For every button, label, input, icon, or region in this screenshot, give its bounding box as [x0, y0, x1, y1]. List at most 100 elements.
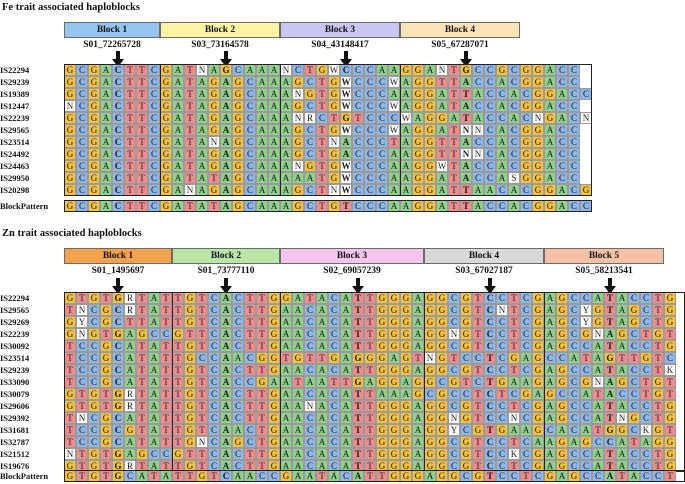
base-cell: G	[652, 328, 664, 340]
base-cell: A	[100, 136, 112, 148]
base-cell: G	[664, 304, 676, 316]
base-cell: A	[280, 124, 292, 136]
base-cell: C	[112, 364, 124, 376]
base-cell: A	[316, 304, 328, 316]
base-cell: A	[268, 76, 280, 88]
base-cell: G	[400, 470, 412, 482]
base-cell: A	[220, 340, 232, 352]
base-cell: G	[400, 316, 412, 328]
base-cell: C	[76, 424, 88, 436]
base-cell: C	[112, 172, 124, 184]
base-cell: A	[172, 76, 184, 88]
base-cell: A	[412, 292, 424, 304]
base-cell: G	[232, 136, 244, 148]
base-cell: T	[196, 340, 208, 352]
base-cell: A	[460, 172, 472, 184]
base-cell: G	[532, 340, 544, 352]
base-cell: A	[400, 388, 412, 400]
base-cell: C	[556, 124, 568, 136]
base-cell: T	[184, 64, 196, 76]
down-arrow-icon	[111, 278, 125, 294]
base-cell: G	[100, 376, 112, 388]
base-cell: T	[364, 328, 376, 340]
base-cell: C	[304, 436, 316, 448]
base-cell: C	[304, 340, 316, 352]
base-cell: G	[424, 448, 436, 460]
base-cell: C	[352, 76, 364, 88]
base-cell: G	[436, 364, 448, 376]
base-cell: A	[220, 400, 232, 412]
base-cell: C	[640, 460, 652, 472]
base-cell: T	[244, 328, 256, 340]
base-cell: C	[520, 200, 532, 212]
base-cell: C	[244, 136, 256, 148]
base-cell: C	[568, 376, 580, 388]
base-cell: G	[88, 470, 100, 482]
base-cell: A	[472, 200, 484, 212]
base-cell: C	[556, 172, 568, 184]
base-cell: T	[304, 352, 316, 364]
base-cell: T	[472, 448, 484, 460]
base-cell: G	[232, 172, 244, 184]
base-cell: A	[292, 172, 304, 184]
base-cell: G	[232, 76, 244, 88]
base-cell: T	[160, 364, 172, 376]
base-cell: A	[448, 112, 460, 124]
base-cell: C	[580, 88, 592, 100]
base-cell: T	[76, 292, 88, 304]
base-cell: G	[532, 184, 544, 196]
base-cell: C	[568, 400, 580, 412]
base-cell: C	[244, 100, 256, 112]
base-cell: A	[148, 436, 160, 448]
base-cell: C	[628, 292, 640, 304]
base-cell: C	[112, 136, 124, 148]
base-cell: G	[556, 340, 568, 352]
base-cell: A	[316, 460, 328, 472]
base-cell: G	[400, 400, 412, 412]
base-cell: C	[568, 412, 580, 424]
base-cell: A	[148, 388, 160, 400]
base-cell: T	[340, 376, 352, 388]
base-cell: G	[328, 200, 340, 212]
base-cell: N	[76, 304, 88, 316]
base-cell: C	[472, 76, 484, 88]
base-cell: G	[232, 436, 244, 448]
base-cell: C	[568, 148, 580, 160]
base-cell: C	[556, 100, 568, 112]
base-cell: C	[88, 352, 100, 364]
base-cell: A	[232, 470, 244, 482]
base-cell: C	[520, 184, 532, 196]
base-cell: T	[652, 364, 664, 376]
base-cell: C	[520, 400, 532, 412]
base-cell: G	[184, 424, 196, 436]
base-cell: T	[364, 412, 376, 424]
base-cell: C	[568, 184, 580, 196]
base-cell: T	[604, 400, 616, 412]
base-cell: T	[460, 88, 472, 100]
base-cell: G	[64, 200, 76, 212]
base-cell: C	[328, 424, 340, 436]
base-cell: N	[424, 352, 436, 364]
base-cell: G	[424, 112, 436, 124]
base-cell: C	[556, 352, 568, 364]
base-cell: T	[76, 388, 88, 400]
base-cell: T	[328, 376, 340, 388]
base-cell: G	[532, 316, 544, 328]
base-cell: T	[256, 316, 268, 328]
base-cell: C	[208, 340, 220, 352]
base-cell: T	[664, 328, 676, 340]
base-cell: W	[388, 124, 400, 136]
base-cell: C	[244, 124, 256, 136]
base-cell: G	[268, 292, 280, 304]
base-cell: C	[484, 64, 496, 76]
base-cell: G	[376, 376, 388, 388]
base-cell: C	[364, 64, 376, 76]
base-cell: G	[604, 424, 616, 436]
base-cell: A	[556, 112, 568, 124]
base-cell: G	[556, 436, 568, 448]
base-cell: G	[664, 316, 676, 328]
base-cell: A	[316, 376, 328, 388]
base-cell: G	[172, 328, 184, 340]
base-cell: G	[376, 364, 388, 376]
base-cell: T	[364, 388, 376, 400]
